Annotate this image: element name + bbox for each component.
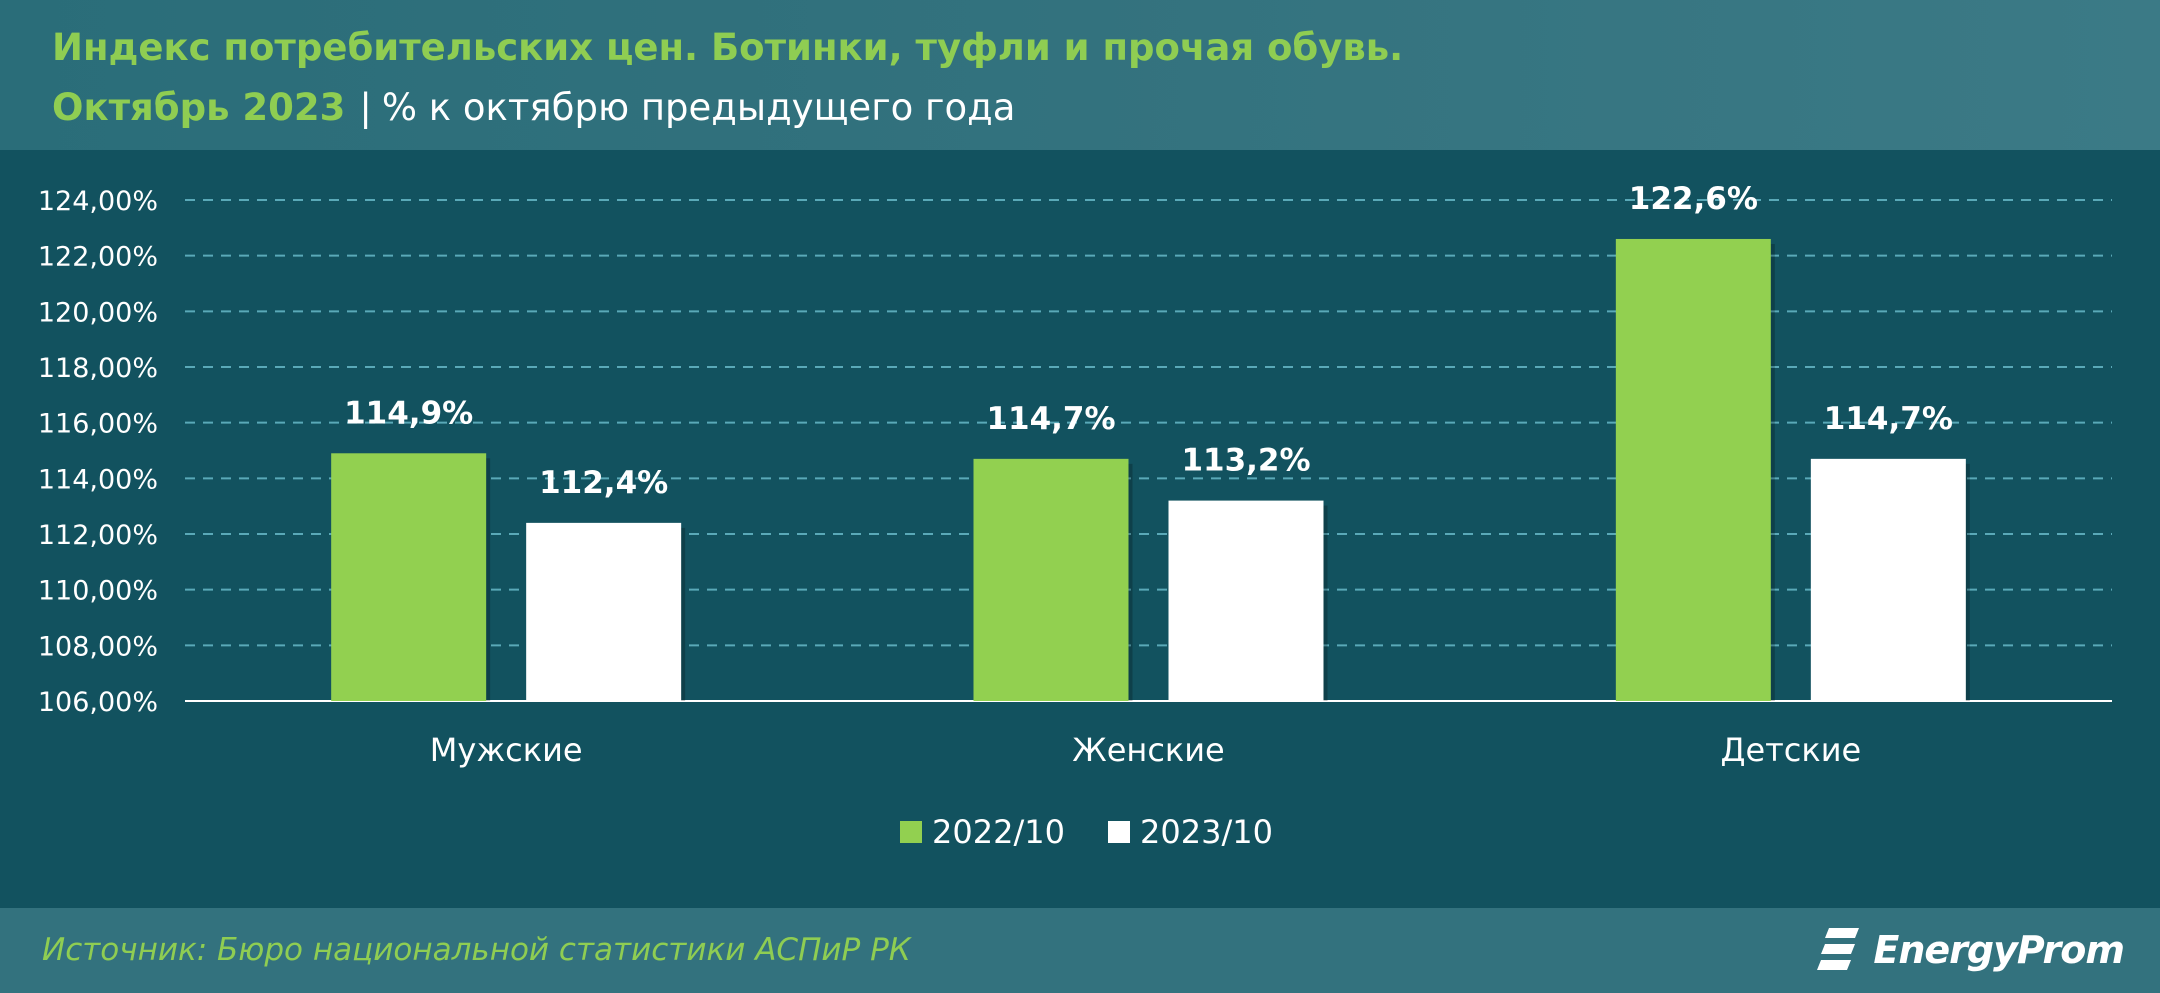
x-category-label: Женские <box>1072 731 1224 769</box>
y-tick-label: 106,00% <box>38 687 158 718</box>
y-axis-tick-labels: 106,00% 108,00% 110,00% 112,00% 114,00% 116,0… <box>38 186 158 718</box>
bar-2023-10-1 <box>1168 500 1324 701</box>
bar-2023-10-0 <box>526 522 682 701</box>
y-tick-label: 110,00% <box>38 576 158 607</box>
source-note: Источник: Бюро национальной статистики А… <box>42 932 911 968</box>
legend-swatch <box>1108 821 1130 843</box>
footer-band: Источник: Бюро национальной статистики А… <box>0 908 2160 993</box>
y-tick-label: 124,00% <box>38 186 158 217</box>
energyprom-logo-icon <box>1817 928 1860 970</box>
bar-2022-10-2 <box>1615 238 1771 701</box>
data-label: 122,6% <box>1629 181 1758 217</box>
data-label: 114,7% <box>986 401 1115 437</box>
y-tick-label: 116,00% <box>38 409 158 440</box>
chart-title-line1: Индекс потребительских цен. Ботинки, туф… <box>52 26 1404 69</box>
legend-label: 2023/10 <box>1140 813 1273 851</box>
data-label: 114,9% <box>344 395 473 431</box>
bar-2022-10-0 <box>331 453 487 701</box>
bar-2023-10-2 <box>1810 458 1966 701</box>
y-tick-label: 114,00% <box>38 464 158 495</box>
y-tick-label: 108,00% <box>38 631 158 662</box>
legend-swatch <box>900 821 922 843</box>
data-label: 114,7% <box>1824 401 1953 437</box>
x-category-label: Мужские <box>430 731 583 769</box>
y-tick-label: 122,00% <box>38 242 158 273</box>
energyprom-logo: EnergyProm <box>1815 922 2125 978</box>
x-axis-category-labels: Мужские Женские Детские <box>430 731 1861 769</box>
data-label: 112,4% <box>539 465 668 501</box>
legend-label: 2022/10 <box>932 813 1065 851</box>
bars <box>331 238 1970 701</box>
y-tick-label: 112,00% <box>38 520 158 551</box>
y-tick-label: 118,00% <box>38 353 158 384</box>
title-period: Октябрь 2023 <box>52 86 346 129</box>
title-unit: % к октябрю предыдущего года <box>381 86 1016 129</box>
bar-2022-10-1 <box>973 458 1129 701</box>
grid-layer <box>185 199 2112 702</box>
data-labels: 114,9% 112,4% 114,7% 113,2% 122,6% 114,7% <box>344 181 1953 501</box>
header-band: Индекс потребительских цен. Ботинки, туф… <box>0 0 2160 150</box>
bar-chart: 106,00% 108,00% 110,00% 112,00% 114,00% 116,0… <box>38 181 2112 851</box>
chart-title-line2: Октябрь 2023 |% к октябрю предыдущего год… <box>52 86 1015 129</box>
y-tick-label: 120,00% <box>38 297 158 328</box>
x-category-label: Детские <box>1720 731 1861 769</box>
title-separator: | <box>359 86 372 129</box>
chart-area: 106,00% 108,00% 110,00% 112,00% 114,00% 116,0… <box>0 150 2160 908</box>
data-label: 113,2% <box>1181 443 1310 479</box>
legend: 2022/10 2023/10 <box>900 813 1273 851</box>
logo-text: EnergyProm <box>1873 928 2125 972</box>
